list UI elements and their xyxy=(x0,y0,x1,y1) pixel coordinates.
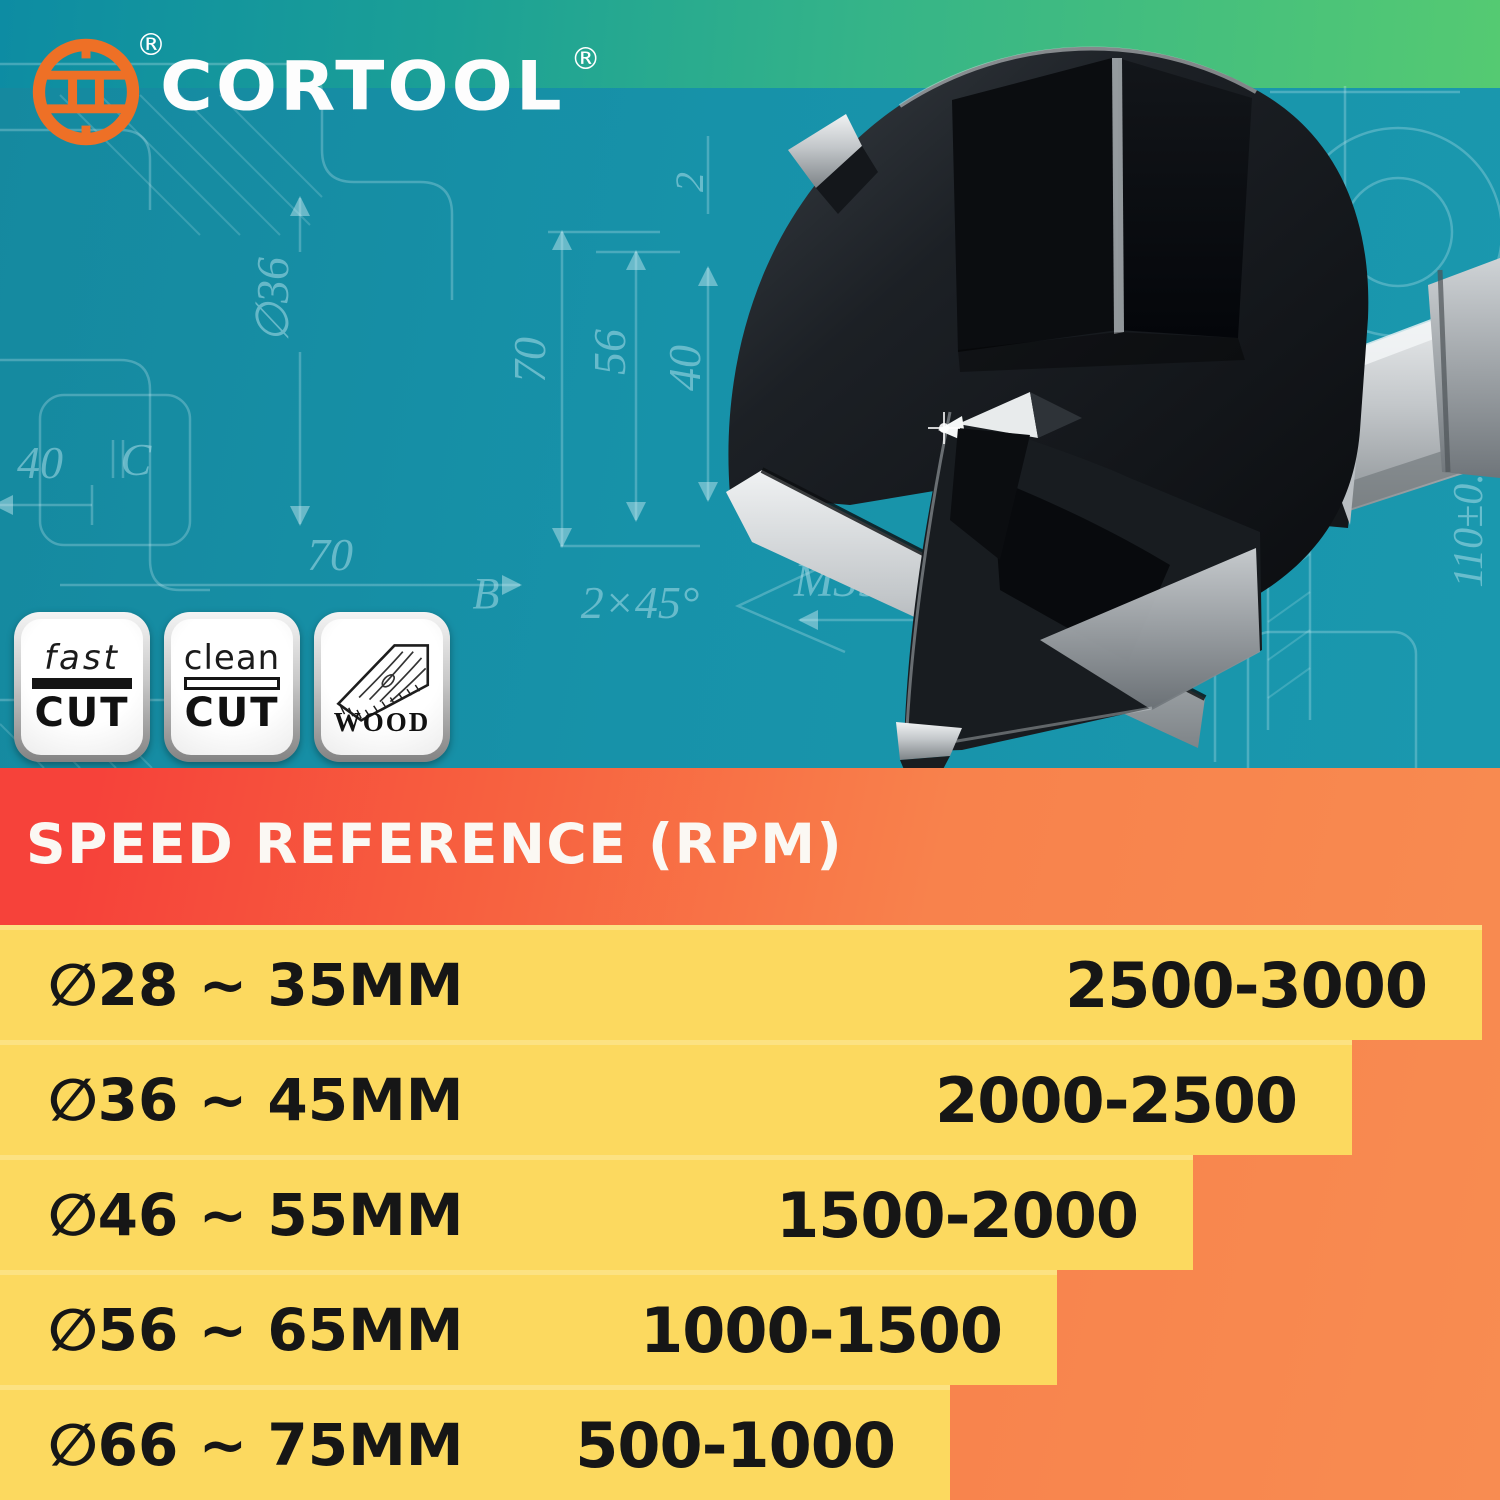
brand-logo: ® CORTOOL ® xyxy=(30,28,601,148)
feature-badges: fast CUT clean CUT xyxy=(14,612,450,762)
badge-outline-bar xyxy=(184,677,280,690)
section-title: SPEED REFERENCE (RPM) xyxy=(26,812,844,876)
badge-clean-cut: clean CUT xyxy=(164,612,300,762)
badge-wood-inner: WOOD xyxy=(321,619,443,755)
table-row: ∅56 ~ 65MM 1000-1500 xyxy=(0,1270,1057,1385)
diameter-range: ∅56 ~ 65MM xyxy=(48,1296,464,1364)
blueprint-label-datum-c: C xyxy=(121,434,153,485)
badge-fast-cut: fast CUT xyxy=(14,612,150,762)
table-row: ∅66 ~ 75MM 500-1000 xyxy=(0,1385,950,1500)
forstner-bit-photo xyxy=(726,46,1500,775)
table-row: ∅28 ~ 35MM 2500-3000 xyxy=(0,925,1482,1040)
badge-clean-cut-inner: clean CUT xyxy=(171,619,293,755)
diameter-range: ∅28 ~ 35MM xyxy=(48,951,464,1019)
brand-logo-icon-wrap: ® xyxy=(30,28,166,148)
diameter-range: ∅36 ~ 45MM xyxy=(48,1066,464,1134)
gradient-band xyxy=(0,0,1500,88)
badge-fast-word: fast xyxy=(44,638,120,678)
blueprint-label-70: 70 xyxy=(504,337,555,383)
blueprint-label-chamfer: 2×45° xyxy=(581,577,699,628)
blueprint-label-56: 56 xyxy=(584,329,635,375)
table-row: ∅46 ~ 55MM 1500-2000 xyxy=(0,1155,1193,1270)
diameter-range: ∅46 ~ 55MM xyxy=(48,1181,464,1249)
blueprint-label-diameter: ∅36 xyxy=(247,257,298,343)
badge-wood: WOOD xyxy=(314,612,450,762)
brand-wordmark-wrap: CORTOOL ® xyxy=(160,42,601,126)
diameter-range: ∅66 ~ 75MM xyxy=(48,1411,464,1479)
badge-clean-word: clean xyxy=(183,638,281,678)
hero-section: ∅36 70 56 40 2 40 C 70 B 2×45° M39×2 110… xyxy=(0,0,1500,768)
rpm-value: 2000-2500 xyxy=(935,1063,1298,1137)
blueprint-label-datum-b: B xyxy=(473,569,500,618)
blueprint-label-70b: 70 xyxy=(307,529,353,580)
table-row: ∅36 ~ 45MM 2000-2500 xyxy=(0,1040,1352,1155)
drill-center-point xyxy=(928,392,1082,560)
blueprint-label-2: 2 xyxy=(667,172,712,192)
rpm-value: 1000-1500 xyxy=(640,1293,1003,1367)
badge-fast-cut-inner: fast CUT xyxy=(21,619,143,755)
blueprint-label-40b: 40 xyxy=(17,437,63,488)
blueprint-label-40: 40 xyxy=(659,345,710,391)
registered-mark: ® xyxy=(136,28,166,63)
rpm-value: 2500-3000 xyxy=(1065,948,1428,1022)
speed-reference-section: SPEED REFERENCE (RPM) ∅28 ~ 35MM 2500-30… xyxy=(0,768,1500,1500)
badge-clean-cut-label: CUT xyxy=(184,690,280,736)
badge-wood-label: WOOD xyxy=(333,706,431,737)
badge-divider-bar xyxy=(32,678,132,689)
brand-wordmark: CORTOOL xyxy=(160,46,565,126)
cortool-logo-icon xyxy=(32,38,140,146)
badge-fast-cut-label: CUT xyxy=(34,690,130,736)
rpm-value: 1500-2000 xyxy=(776,1178,1139,1252)
registered-mark: ® xyxy=(570,42,601,77)
speed-table: ∅28 ~ 35MM 2500-3000 ∅36 ~ 45MM 2000-250… xyxy=(0,925,1482,1500)
rpm-value: 500-1000 xyxy=(575,1408,896,1482)
drill-rim-spur xyxy=(788,114,878,214)
wood-grain-icon xyxy=(336,643,430,722)
